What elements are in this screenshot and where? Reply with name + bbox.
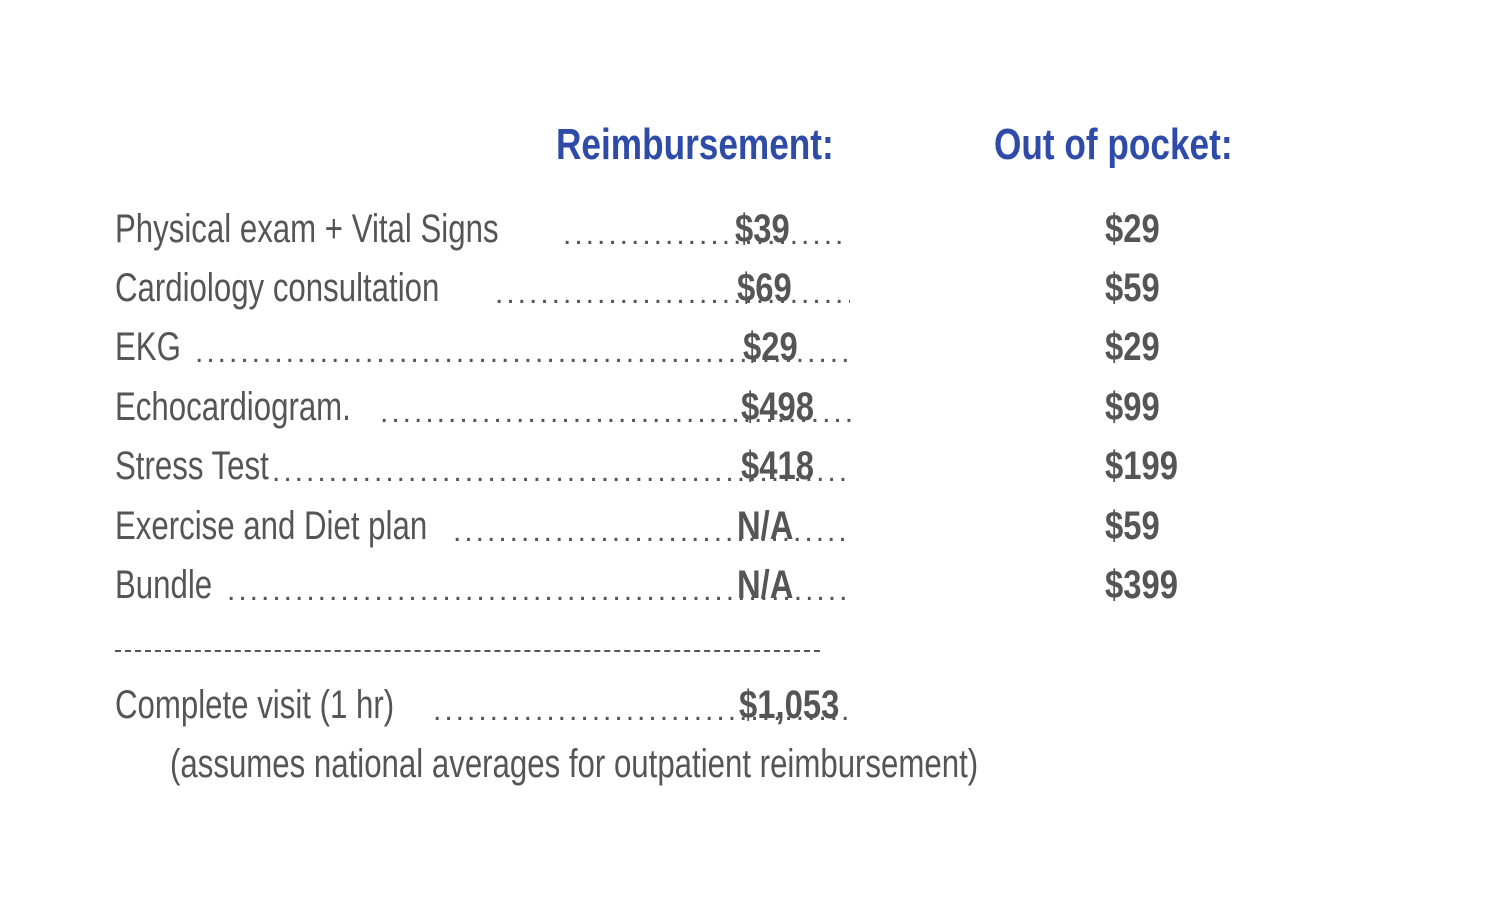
dot-leader: ........................................…	[227, 574, 850, 607]
reimbursement-value: $418	[741, 444, 814, 488]
dot-leader: ........................................…	[495, 277, 850, 310]
out-of-pocket-value: $29	[1105, 207, 1160, 251]
out-of-pocket-value: $399	[1105, 563, 1178, 607]
table-row: Exercise and Diet plan .................…	[115, 504, 875, 560]
reimbursement-value: N/A	[737, 504, 794, 548]
out-of-pocket-header: Out of pocket:	[994, 120, 1233, 169]
service-label: Exercise and Diet plan	[115, 504, 428, 548]
service-label: Stress Test	[115, 444, 269, 488]
out-of-pocket-value: $199	[1105, 444, 1178, 488]
reimbursement-header: Reimbursement:	[556, 120, 834, 169]
table-row: EKG ....................................…	[115, 325, 875, 381]
dot-leader: ........................................…	[380, 396, 852, 429]
dot-leader: ........................................…	[272, 455, 852, 488]
footnote: (assumes national averages for outpatien…	[170, 742, 979, 786]
dot-leader: ........................................…	[433, 694, 851, 727]
service-label: EKG	[115, 325, 181, 369]
out-of-pocket-value: $59	[1105, 266, 1160, 310]
out-of-pocket-value: $99	[1105, 385, 1160, 429]
total-row: Complete visit (1 hr) ..................…	[115, 683, 915, 739]
total-divider	[115, 650, 820, 652]
service-label: Echocardiogram.	[115, 385, 351, 429]
table-row: Cardiology consultation ................…	[115, 266, 875, 322]
total-label: Complete visit (1 hr)	[115, 683, 395, 727]
reimbursement-value: $498	[741, 385, 814, 429]
table-row: Stress Test ............................…	[115, 444, 875, 500]
out-of-pocket-value: $59	[1105, 504, 1160, 548]
dot-leader: ........................................…	[195, 336, 855, 369]
reimbursement-value: $29	[743, 325, 798, 369]
total-reimbursement-value: $1,053	[739, 683, 840, 727]
out-of-pocket-value: $29	[1105, 325, 1160, 369]
service-label: Cardiology consultation	[115, 266, 440, 310]
dot-leader: ........................................…	[453, 515, 848, 548]
service-label: Physical exam + Vital Signs	[115, 207, 499, 251]
reimbursement-value: $69	[737, 266, 792, 310]
dot-leader: ........................................…	[563, 218, 848, 251]
table-row: Bundle .................................…	[115, 563, 875, 619]
table-row: Physical exam + Vital Signs ............…	[115, 207, 875, 263]
reimbursement-value: $39	[735, 207, 790, 251]
reimbursement-value: N/A	[737, 563, 794, 607]
table-row: Echocardiogram. ........................…	[115, 385, 875, 441]
service-label: Bundle	[115, 563, 213, 607]
